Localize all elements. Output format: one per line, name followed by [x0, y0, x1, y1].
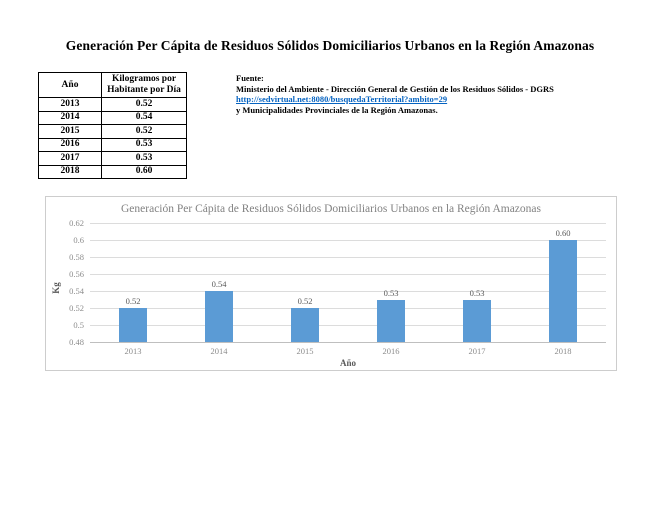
- cell-year: 2017: [38, 151, 102, 166]
- bar-value-label: 0.54: [211, 279, 227, 289]
- y-tick-label: 0.54: [69, 286, 84, 296]
- gridline: [90, 308, 606, 309]
- bar-2018: [549, 240, 577, 342]
- gridline: [90, 274, 606, 275]
- gridline: [90, 240, 606, 241]
- bar-2014: [205, 291, 233, 342]
- cell-value: 0.54: [101, 110, 187, 125]
- cell-year: 2013: [38, 97, 102, 112]
- x-tick-label: 2015: [296, 346, 314, 356]
- chart-title: Generación Per Cápita de Residuos Sólido…: [121, 203, 541, 215]
- table-row: 2014 0.54: [38, 110, 187, 125]
- table-header-value: Kilogramos por Habitante por Día: [101, 72, 187, 98]
- x-axis-title: Año: [339, 358, 356, 368]
- cell-year: 2018: [38, 164, 102, 179]
- table-row: 2013 0.52: [38, 97, 187, 112]
- source-block: Fuente: Ministerio del Ambiente - Direcc…: [236, 73, 570, 115]
- gridline: [90, 257, 606, 258]
- y-tick-label: 0.48: [69, 337, 84, 347]
- y-tick-label: 0.5: [73, 320, 84, 330]
- gridline: [90, 325, 606, 326]
- cell-value: 0.53: [101, 151, 187, 166]
- bar-value-label: 0.60: [555, 228, 571, 238]
- x-tick-label: 2016: [382, 346, 400, 356]
- cell-value: 0.52: [101, 97, 187, 112]
- gridline: [90, 291, 606, 292]
- bar-value-label: 0.53: [383, 287, 399, 298]
- y-tick-label: 0.6: [73, 235, 84, 245]
- bar-2015: [291, 308, 319, 342]
- source-line-1: Ministerio del Ambiente - Dirección Gene…: [236, 83, 554, 94]
- table-row: 2016 0.53: [38, 137, 187, 152]
- bar-value-label: 0.52: [297, 296, 313, 306]
- bar-value-label: 0.52: [125, 296, 141, 306]
- x-tick-label: 2018: [554, 346, 572, 356]
- cell-value: 0.53: [101, 137, 187, 152]
- table-row: 2015 0.52: [38, 124, 187, 139]
- cell-year: 2016: [38, 137, 102, 152]
- cell-year: 2014: [38, 110, 102, 125]
- source-link[interactable]: http://sedvirtual.net:8080/busquedaTerri…: [236, 94, 448, 104]
- gridline: [90, 342, 606, 343]
- data-table: Año Kilogramos por Habitante por Día 201…: [38, 72, 187, 179]
- table-header-row: Año Kilogramos por Habitante por Día: [38, 72, 187, 98]
- source-line-2: y Municipalidades Provinciales de la Reg…: [236, 104, 438, 115]
- table-header-year: Año: [38, 72, 102, 98]
- table-row: 2017 0.53: [38, 151, 187, 166]
- bar-value-label: 0.53: [469, 287, 485, 298]
- x-tick-label: 2013: [124, 346, 142, 356]
- bar-2013: [119, 308, 147, 342]
- y-tick-label: 0.62: [69, 218, 84, 228]
- chart-box: Generación Per Cápita de Residuos Sólido…: [45, 196, 617, 371]
- cell-year: 2015: [38, 124, 102, 139]
- y-tick-label: 0.52: [69, 303, 84, 313]
- page-title: Generación Per Cápita de Residuos Sólido…: [65, 38, 595, 53]
- y-tick-label: 0.56: [69, 269, 84, 279]
- cell-value: 0.52: [101, 124, 187, 139]
- table-row: 2018 0.60: [38, 164, 187, 179]
- gridline: [90, 223, 606, 224]
- cell-value: 0.60: [101, 164, 187, 179]
- y-tick-label: 0.58: [69, 252, 84, 262]
- bar-2016: [377, 299, 405, 342]
- x-tick-label: 2014: [210, 346, 228, 356]
- source-label: Fuente:: [236, 73, 264, 83]
- bar-2017: [463, 299, 491, 342]
- table-body: 2013 0.52 2014 0.54 2015 0.52 2016 0.53 2017 0.53…: [38, 97, 187, 179]
- x-tick-label: 2017: [468, 346, 486, 356]
